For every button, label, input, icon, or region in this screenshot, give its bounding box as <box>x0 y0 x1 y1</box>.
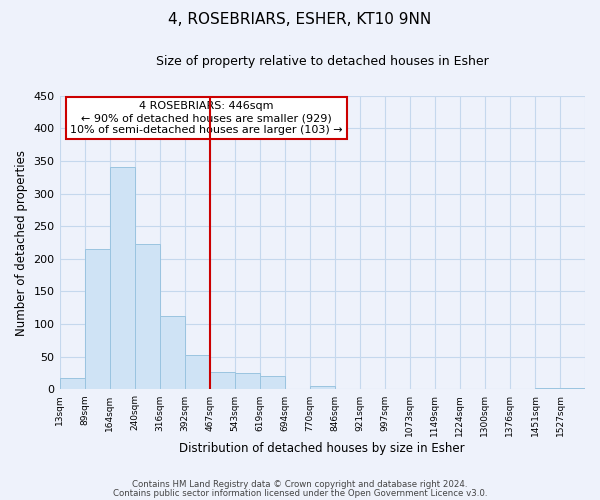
Bar <box>310 386 335 390</box>
Bar <box>134 244 160 390</box>
Bar <box>560 388 585 390</box>
Text: 4 ROSEBRIARS: 446sqm
← 90% of detached houses are smaller (929)
10% of semi-deta: 4 ROSEBRIARS: 446sqm ← 90% of detached h… <box>70 102 343 134</box>
Bar <box>235 373 260 390</box>
Text: Contains public sector information licensed under the Open Government Licence v3: Contains public sector information licen… <box>113 489 487 498</box>
Y-axis label: Number of detached properties: Number of detached properties <box>15 150 28 336</box>
Bar <box>59 378 85 390</box>
Bar <box>535 388 560 390</box>
Title: Size of property relative to detached houses in Esher: Size of property relative to detached ho… <box>156 55 488 68</box>
Bar <box>110 168 134 390</box>
Bar <box>185 355 209 390</box>
Bar <box>85 249 110 390</box>
Bar <box>260 376 285 390</box>
Text: Contains HM Land Registry data © Crown copyright and database right 2024.: Contains HM Land Registry data © Crown c… <box>132 480 468 489</box>
X-axis label: Distribution of detached houses by size in Esher: Distribution of detached houses by size … <box>179 442 465 455</box>
Bar <box>209 372 235 390</box>
Text: 4, ROSEBRIARS, ESHER, KT10 9NN: 4, ROSEBRIARS, ESHER, KT10 9NN <box>169 12 431 28</box>
Bar <box>160 316 185 390</box>
